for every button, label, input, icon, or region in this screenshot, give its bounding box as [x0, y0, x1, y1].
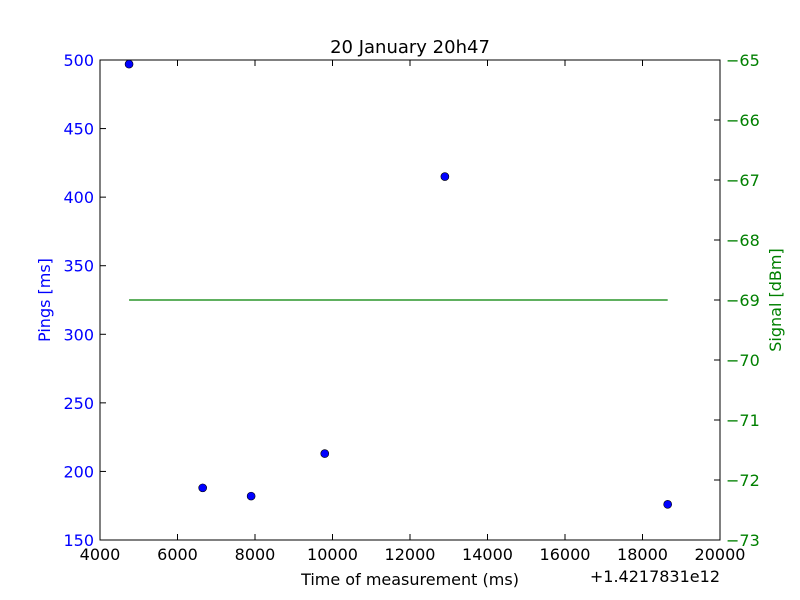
right-y-tick-label: −65 [726, 51, 760, 70]
left-y-tick-label: 150 [63, 531, 94, 550]
right-y-tick-label: −71 [726, 411, 760, 430]
right-y-tick-label: −69 [726, 291, 760, 310]
ping-point [198, 483, 207, 493]
left-y-tick-label: 450 [63, 120, 94, 139]
left-y-tick-label: 350 [63, 257, 94, 276]
x-offset-label: +1.4217831e12 [590, 567, 720, 586]
ping-point [246, 491, 256, 501]
right-y-tick-label: −66 [726, 111, 760, 130]
series-layer [124, 59, 672, 509]
x-axis-label: Time of measurement (ms) [300, 570, 519, 589]
x-axis: 4000 6000 8000 10000 12000 14000 16000 18000 200… [80, 60, 746, 564]
x-tick-label: 8000 [235, 545, 276, 564]
x-tick-label: 14000 [462, 545, 513, 564]
ping-point [440, 172, 450, 181]
left-y-tick-label: 300 [63, 325, 94, 344]
right-y-tick-label: −68 [726, 231, 760, 250]
ping-point [663, 500, 672, 509]
right-y-axis-label: Signal [dBm] [766, 248, 785, 351]
ping-point [320, 449, 330, 458]
x-tick-label: 20000 [695, 545, 746, 564]
left-y-axis: 150 200 250 300 350 400 450 500 [63, 51, 106, 550]
x-tick-label: 16000 [540, 545, 591, 564]
x-tick-label: 6000 [157, 545, 198, 564]
left-y-tick-label: 500 [63, 51, 94, 70]
x-tick-label: 4000 [80, 545, 121, 564]
right-y-tick-label: −67 [726, 171, 760, 190]
x-tick-label: 12000 [385, 545, 436, 564]
left-y-tick-label: 250 [63, 394, 94, 413]
left-y-axis-label: Pings [ms] [35, 258, 54, 342]
left-y-tick-label: 400 [63, 188, 94, 207]
x-tick-label: 10000 [307, 545, 358, 564]
x-tick-label: 18000 [617, 545, 668, 564]
chart-title: 20 January 20h47 [330, 37, 490, 58]
right-y-tick-label: −72 [726, 471, 760, 490]
ping-point [124, 59, 134, 69]
right-y-tick-label: −70 [726, 351, 760, 370]
left-y-tick-label: 200 [63, 462, 94, 481]
right-y-tick-label: −73 [726, 531, 760, 550]
right-y-axis: −73 −72 −71 −70 −69 −68 −67 −66 −65 [714, 51, 760, 550]
